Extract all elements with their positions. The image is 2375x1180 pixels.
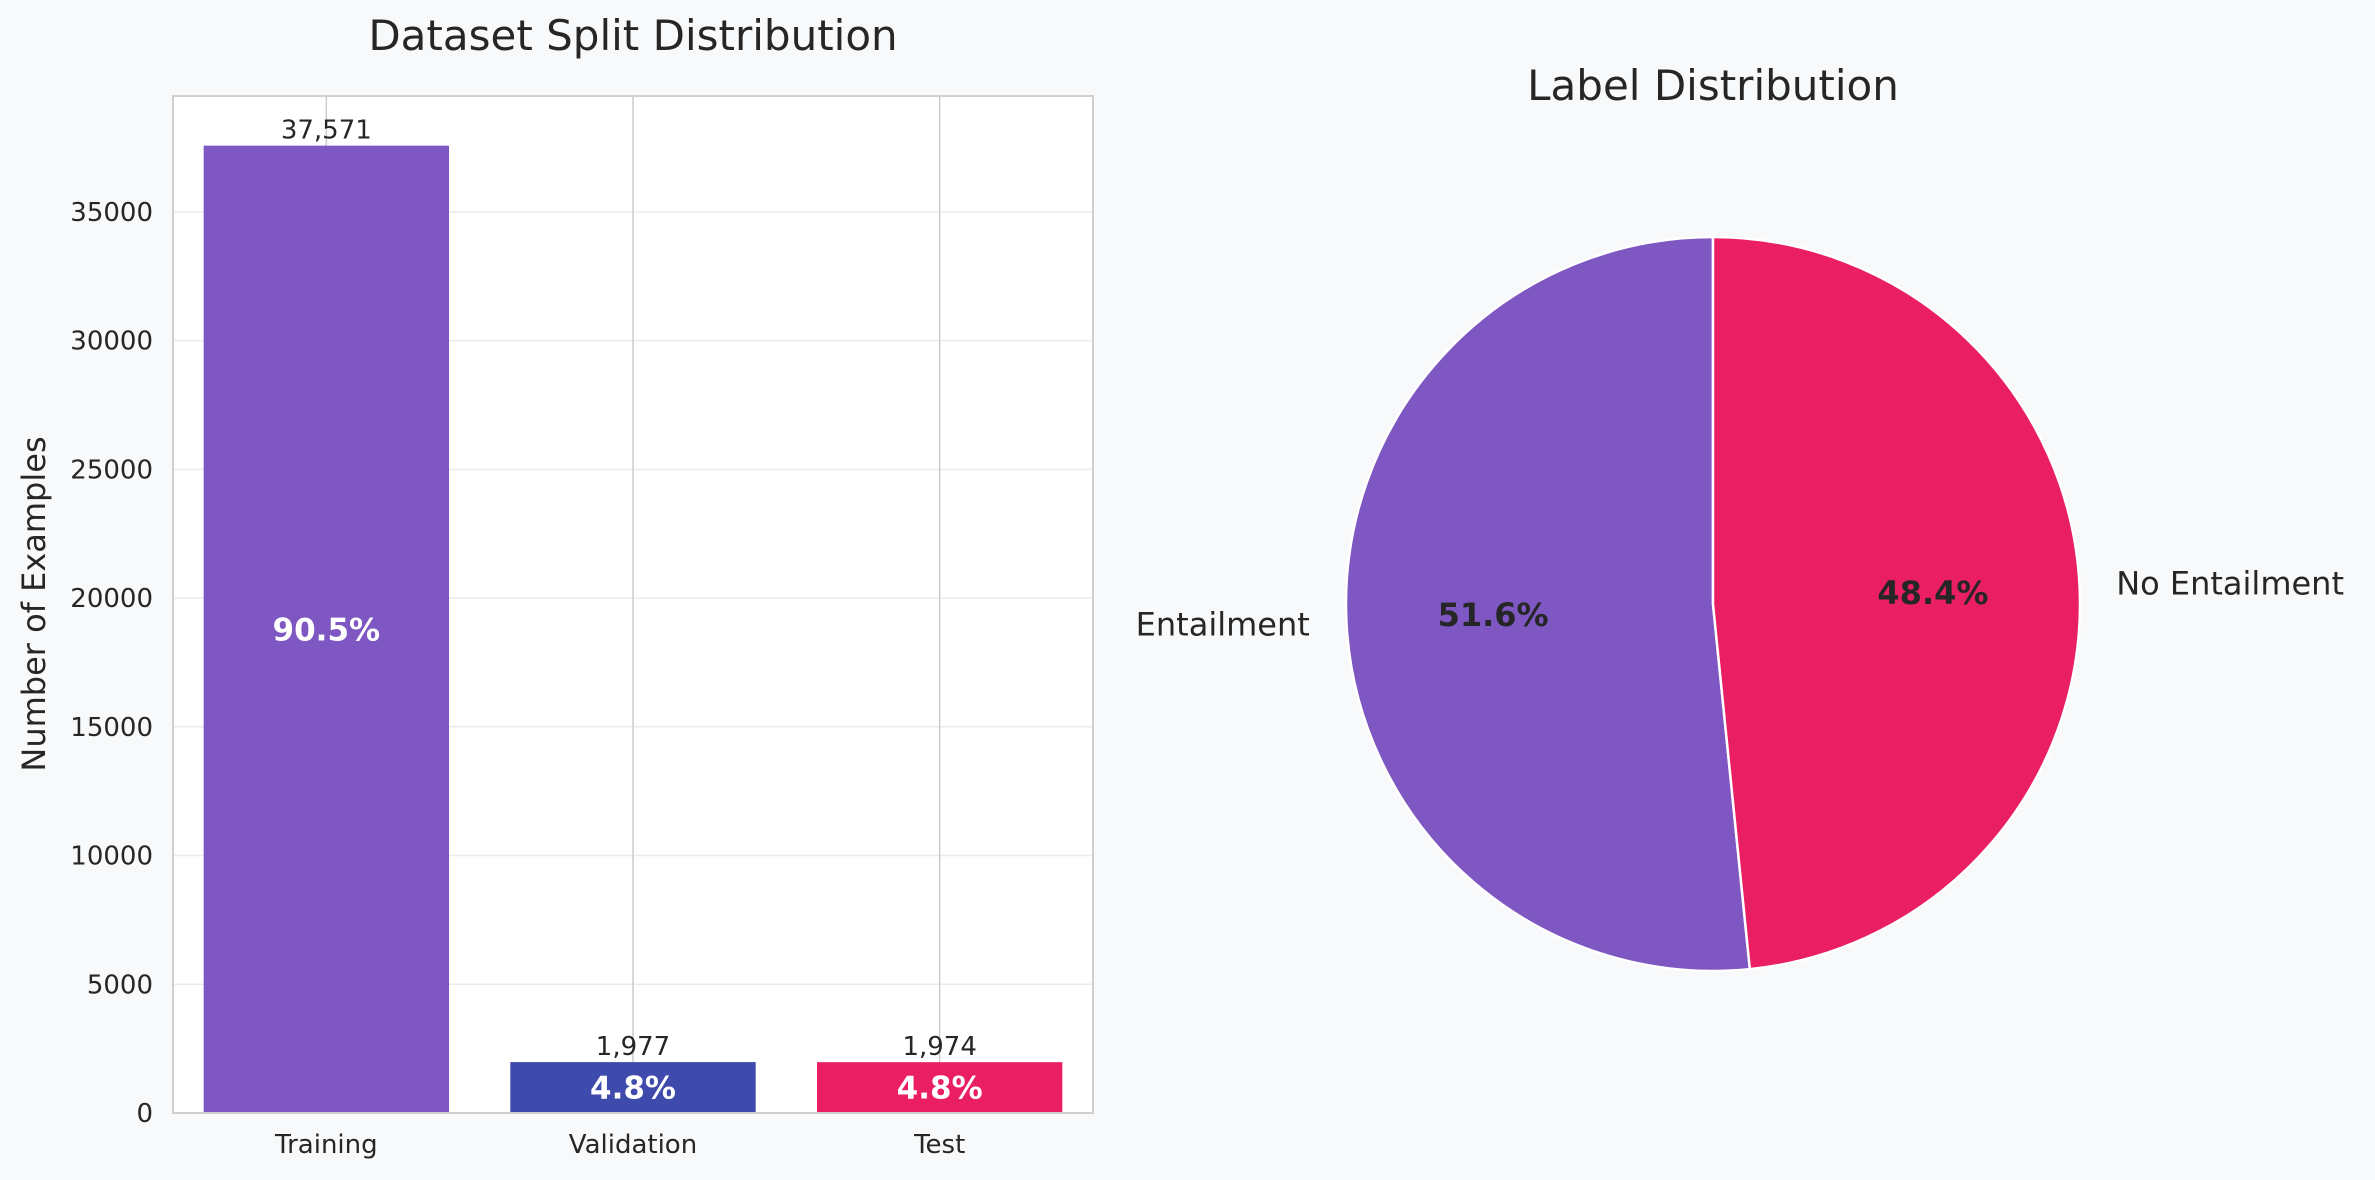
bar-x-tick-label: Validation xyxy=(569,1130,697,1160)
bar-percent-label: 90.5% xyxy=(273,612,381,648)
bar-y-tick-label: 30000 xyxy=(70,327,153,357)
bar-value-label: 37,571 xyxy=(281,116,372,146)
bar-x-tick-label: Test xyxy=(913,1130,965,1160)
bar-y-tick-label: 5000 xyxy=(87,970,153,1000)
bar-y-tick-label: 20000 xyxy=(70,584,153,614)
pie-slice-no-entailment xyxy=(1711,235,2082,971)
bar-percent-label: 4.8% xyxy=(897,1071,983,1107)
bar-training xyxy=(203,145,449,1113)
pie-percent-label: 48.4% xyxy=(1877,574,1988,612)
pie-slice-entailment xyxy=(1344,235,1752,973)
bar-y-tick-label: 10000 xyxy=(70,842,153,872)
bar-validation xyxy=(510,1062,756,1113)
bar-y-ticks: 0 5000 10000 15000 20000 25000 30000 35000 xyxy=(70,198,153,1129)
bar-y-tick-label: 25000 xyxy=(70,455,153,485)
pie-chart: Label Distribution 51.6% Entailment 48.4% N… xyxy=(1136,61,2344,973)
pie-slice-label: Entailment xyxy=(1136,605,1310,643)
pie-slice-label: No Entailment xyxy=(2116,565,2344,603)
bar-chart: Dataset Split Distribution 0 5000 10000 150… xyxy=(15,11,1094,1160)
bar-percent-label: 4.8% xyxy=(590,1071,676,1107)
bar-value-label: 1,974 xyxy=(902,1032,976,1062)
bar-y-tick-label: 15000 xyxy=(70,713,153,743)
pie-chart-title: Label Distribution xyxy=(1527,61,1899,110)
bar-chart-title: Dataset Split Distribution xyxy=(368,11,897,60)
pie-marks: 51.6% Entailment 48.4% No Entailment xyxy=(1136,235,2344,973)
pie-percent-label: 51.6% xyxy=(1438,596,1549,634)
bar-value-label: 1,977 xyxy=(596,1032,670,1062)
bar-marks: 37,571 90.5% 1,977 4.8% 1,974 4.8% xyxy=(203,116,1063,1113)
bar-x-tick-label: Training xyxy=(274,1130,378,1160)
bar-x-ticks: Training Validation Test xyxy=(274,1130,965,1160)
bar-y-tick-label: 0 xyxy=(136,1099,153,1129)
bar-y-tick-label: 35000 xyxy=(70,198,153,228)
bar-plot-frame xyxy=(172,95,1094,1114)
bar-y-axis-label: Number of Examples xyxy=(15,436,53,771)
bar-test xyxy=(817,1062,1063,1113)
